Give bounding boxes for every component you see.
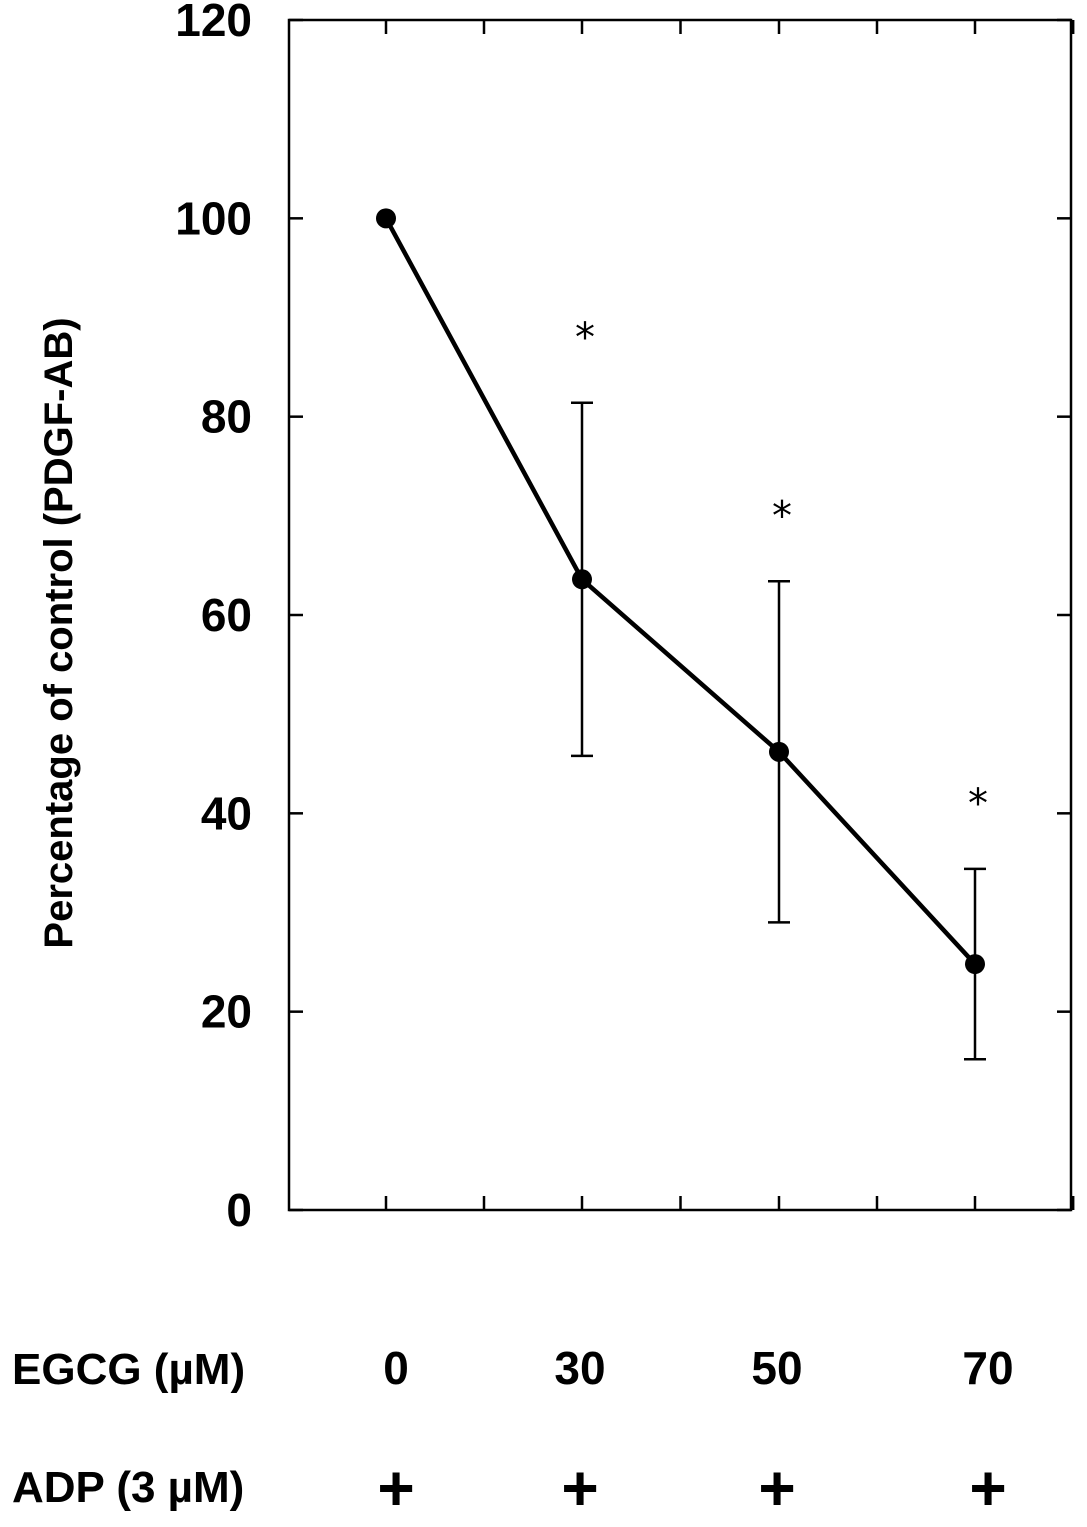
x-axis-ticks [384, 20, 1075, 1210]
adp-value: + [561, 1452, 598, 1524]
significance-star: * [575, 315, 595, 361]
data-point [572, 569, 592, 590]
significance-markers: * * * [575, 315, 988, 827]
y-tick-label: 20 [201, 986, 252, 1038]
series-line [384, 217, 977, 966]
y-tick-label: 100 [175, 192, 252, 244]
adp-row-values: + + + + [377, 1452, 1006, 1524]
y-tick-label: 120 [175, 0, 252, 46]
adp-row-label: ADP (3 µM) [12, 1463, 244, 1512]
y-axis-ticks [289, 18, 1071, 1212]
adp-value: + [969, 1452, 1006, 1524]
data-point [376, 208, 396, 229]
data-points [376, 208, 985, 975]
y-tick-label: 0 [226, 1184, 252, 1236]
significance-star: * [772, 493, 792, 539]
data-point [965, 954, 985, 975]
plot-frame [287, 18, 1073, 1212]
y-axis-tick-labels: 0 20 40 60 80 100 120 [175, 0, 252, 1236]
significance-star: * [968, 781, 988, 827]
egcg-value: 70 [962, 1342, 1013, 1394]
y-tick-label: 60 [201, 589, 252, 641]
y-tick-label: 40 [201, 787, 252, 839]
egcg-row-label: EGCG (µM) [12, 1345, 245, 1394]
egcg-row-values: 0 30 50 70 [383, 1342, 1013, 1394]
adp-value: + [758, 1452, 795, 1524]
y-axis-label: Percentage of control (PDGF-AB) [37, 317, 81, 948]
egcg-value: 30 [554, 1342, 605, 1394]
data-point [769, 741, 789, 762]
egcg-value: 0 [383, 1342, 409, 1394]
egcg-value: 50 [751, 1342, 802, 1394]
y-tick-label: 80 [201, 391, 252, 443]
adp-value: + [377, 1452, 414, 1524]
